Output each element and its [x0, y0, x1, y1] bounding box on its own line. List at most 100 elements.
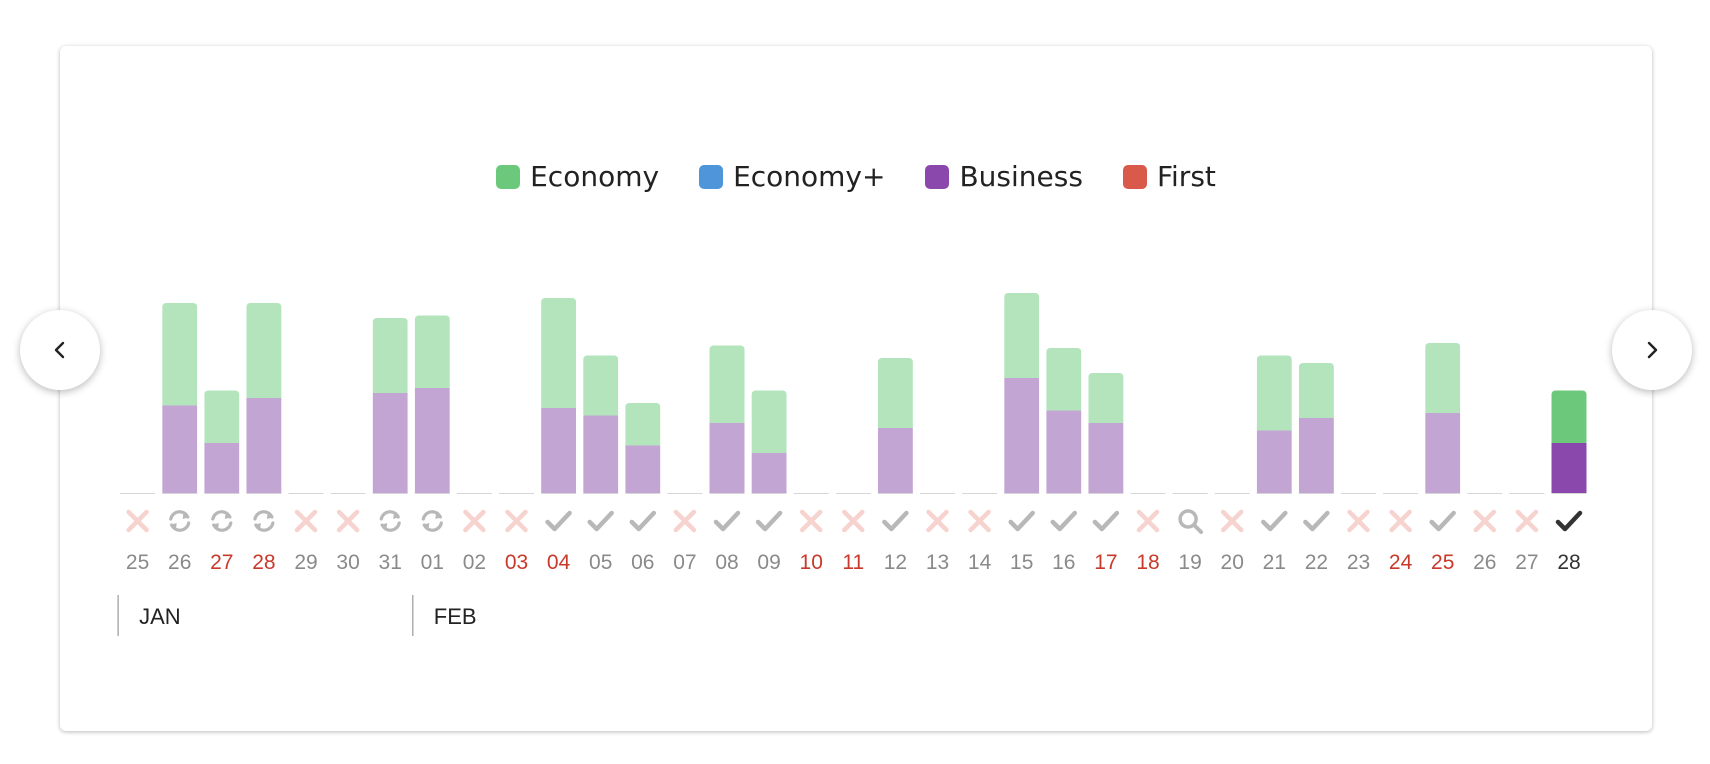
date-label[interactable]: 15 — [1010, 551, 1033, 574]
date-label[interactable]: 28 — [1557, 551, 1580, 574]
date-label[interactable]: 23 — [1347, 551, 1370, 574]
bar-business[interactable] — [415, 388, 450, 493]
bar-group[interactable] — [246, 303, 281, 493]
bar-group[interactable] — [204, 391, 239, 494]
bar-group[interactable] — [583, 356, 618, 494]
bar-economy[interactable] — [162, 303, 197, 406]
bar-group[interactable] — [878, 358, 913, 493]
check-icon — [1305, 513, 1327, 529]
bar-economy[interactable] — [1046, 348, 1081, 411]
x-icon — [1350, 512, 1368, 530]
bar-group[interactable] — [1425, 343, 1460, 493]
bar-economy[interactable] — [1299, 363, 1334, 418]
month-label: FEB — [434, 604, 477, 629]
bar-business[interactable] — [373, 393, 408, 493]
check-icon — [884, 513, 906, 529]
bar-economy[interactable] — [710, 346, 745, 424]
bar-group[interactable] — [1004, 293, 1039, 493]
x-icon — [802, 512, 820, 530]
date-label[interactable]: 22 — [1305, 551, 1328, 574]
date-label[interactable]: 07 — [673, 551, 696, 574]
bar-business[interactable] — [1552, 443, 1587, 493]
bar-business[interactable] — [710, 423, 745, 493]
date-label[interactable]: 31 — [379, 551, 402, 574]
bar-economy[interactable] — [415, 316, 450, 389]
bar-group[interactable] — [752, 391, 787, 494]
bar-economy[interactable] — [541, 298, 576, 408]
prev-button[interactable] — [20, 310, 100, 390]
bar-business[interactable] — [1425, 413, 1460, 493]
bar-economy[interactable] — [1257, 356, 1292, 431]
bar-group[interactable] — [1088, 373, 1123, 493]
bar-group[interactable] — [625, 403, 660, 493]
date-label[interactable]: 09 — [757, 551, 780, 574]
date-label[interactable]: 19 — [1178, 551, 1201, 574]
bar-group[interactable] — [415, 316, 450, 494]
check-icon — [590, 513, 612, 529]
date-label[interactable]: 05 — [589, 551, 612, 574]
date-label[interactable]: 11 — [842, 551, 864, 574]
date-label[interactable]: 04 — [547, 551, 571, 574]
bar-group[interactable] — [1299, 363, 1334, 493]
bar-economy[interactable] — [204, 391, 239, 444]
date-label[interactable]: 25 — [126, 551, 149, 574]
bar-business[interactable] — [541, 408, 576, 493]
date-label[interactable]: 18 — [1136, 551, 1159, 574]
bar-group[interactable] — [1257, 356, 1292, 494]
date-label[interactable]: 06 — [631, 551, 654, 574]
bar-group[interactable] — [541, 298, 576, 493]
next-button[interactable] — [1612, 310, 1692, 390]
date-label[interactable]: 08 — [715, 551, 738, 574]
date-label[interactable]: 10 — [800, 551, 823, 574]
bar-business[interactable] — [1046, 411, 1081, 494]
bar-business[interactable] — [1088, 423, 1123, 493]
bar-group[interactable] — [373, 318, 408, 493]
bar-group[interactable] — [162, 303, 197, 493]
bar-business[interactable] — [878, 428, 913, 493]
date-label[interactable]: 27 — [1515, 551, 1538, 574]
bar-economy[interactable] — [1425, 343, 1460, 413]
date-label[interactable]: 27 — [210, 551, 233, 574]
bar-business[interactable] — [1004, 378, 1039, 493]
date-label[interactable]: 03 — [505, 551, 528, 574]
date-label[interactable]: 26 — [1473, 551, 1496, 574]
bar-group[interactable] — [710, 346, 745, 494]
date-label[interactable]: 24 — [1389, 551, 1413, 574]
bar-business[interactable] — [204, 443, 239, 493]
bar-business[interactable] — [752, 453, 787, 493]
date-label[interactable]: 25 — [1431, 551, 1454, 574]
bar-group[interactable] — [1552, 391, 1587, 494]
bar-group[interactable] — [1046, 348, 1081, 493]
bar-business[interactable] — [162, 406, 197, 494]
date-label[interactable]: 13 — [926, 551, 949, 574]
bar-economy[interactable] — [246, 303, 281, 398]
date-label[interactable]: 01 — [421, 551, 444, 574]
date-label[interactable]: 29 — [294, 551, 317, 574]
date-label[interactable]: 20 — [1221, 551, 1244, 574]
bar-economy[interactable] — [878, 358, 913, 428]
x-icon — [465, 512, 483, 530]
bar-business[interactable] — [246, 398, 281, 493]
date-label[interactable]: 30 — [336, 551, 359, 574]
date-label[interactable]: 28 — [252, 551, 275, 574]
date-label[interactable]: 14 — [968, 551, 992, 574]
date-label[interactable]: 16 — [1052, 551, 1075, 574]
bar-business[interactable] — [1299, 418, 1334, 493]
bar-economy[interactable] — [1552, 391, 1587, 444]
bar-economy[interactable] — [583, 356, 618, 416]
bar-economy[interactable] — [625, 403, 660, 446]
x-icon — [1223, 512, 1241, 530]
bar-economy[interactable] — [1004, 293, 1039, 378]
bar-business[interactable] — [625, 446, 660, 494]
date-label[interactable]: 17 — [1094, 551, 1117, 574]
bar-economy[interactable] — [1088, 373, 1123, 423]
bar-business[interactable] — [1257, 431, 1292, 494]
date-label[interactable]: 21 — [1263, 551, 1286, 574]
date-label[interactable]: 26 — [168, 551, 191, 574]
refresh-icon — [422, 511, 442, 531]
bar-economy[interactable] — [752, 391, 787, 454]
date-label[interactable]: 12 — [884, 551, 907, 574]
bar-business[interactable] — [583, 416, 618, 494]
date-label[interactable]: 02 — [463, 551, 486, 574]
bar-economy[interactable] — [373, 318, 408, 393]
